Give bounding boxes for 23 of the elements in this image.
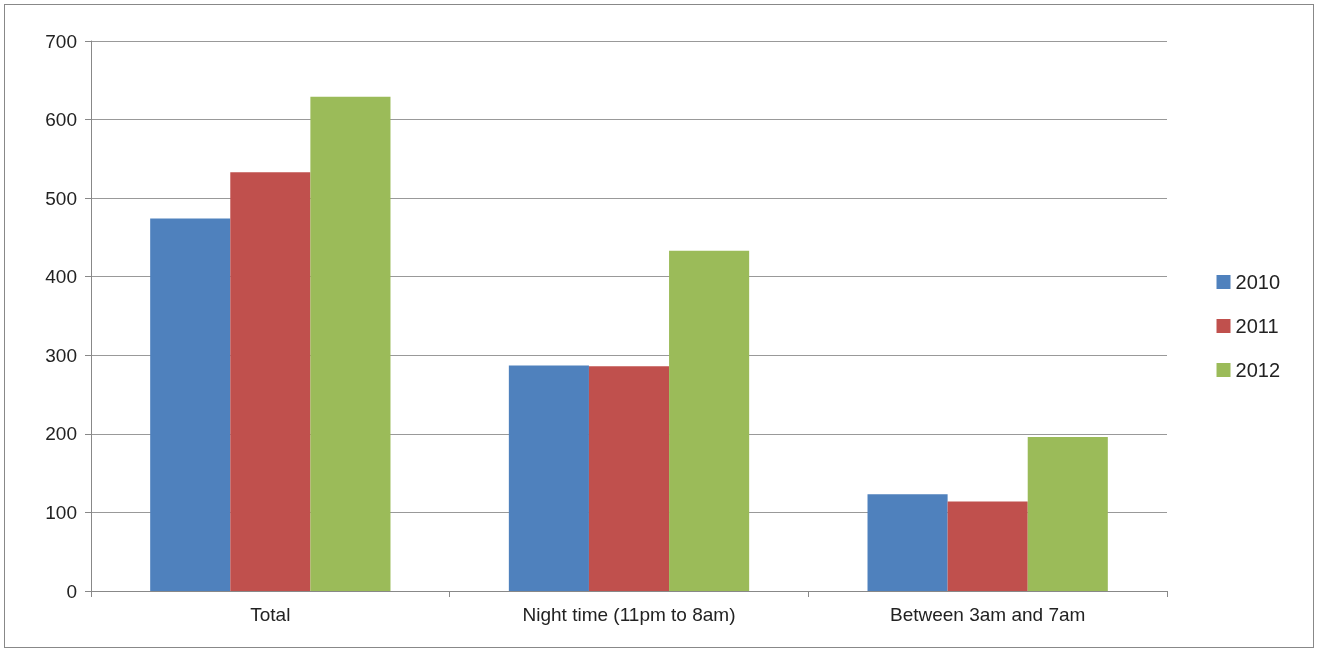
y-tick-label: 400	[45, 266, 77, 288]
y-tick-label: 200	[45, 423, 77, 445]
y-tick-label: 600	[45, 109, 77, 131]
bar	[867, 494, 948, 591]
y-tick-label: 500	[45, 187, 77, 209]
x-tick-label: Between 3am and 7am	[889, 604, 1086, 625]
bar	[1027, 437, 1108, 591]
y-tick-label: 300	[45, 344, 77, 366]
bar	[669, 250, 750, 591]
x-tick-label: Total	[250, 604, 291, 625]
y-tick-label: 100	[45, 501, 77, 523]
x-tick-label: Night time (11pm to 8am)	[522, 604, 736, 625]
legend-label: 2010	[1235, 271, 1281, 293]
legend-label: 2012	[1235, 359, 1281, 381]
y-tick-label: 700	[45, 30, 77, 52]
bar	[230, 172, 311, 591]
bar	[508, 365, 589, 591]
legend-label: 2011	[1235, 315, 1279, 337]
bar	[310, 96, 391, 591]
bar	[947, 501, 1028, 591]
bar	[150, 218, 231, 591]
y-tick-label: 0	[66, 580, 77, 602]
bar	[588, 366, 670, 591]
